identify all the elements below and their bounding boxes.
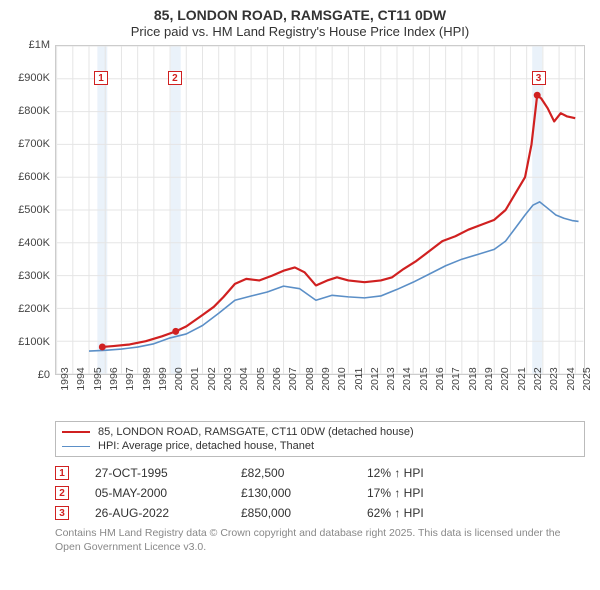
event-marker-2: 2 xyxy=(168,71,182,85)
y-axis-label: £900K xyxy=(10,72,50,84)
chart-area: £0 £100K £200K £300K £400K £500K £600K £700K £80… xyxy=(10,45,590,415)
legend-row: 85, LONDON ROAD, RAMSGATE, CT11 0DW (det… xyxy=(62,425,578,439)
x-axis-label: 2007 xyxy=(287,368,299,391)
x-axis-label: 2004 xyxy=(238,368,250,391)
event-pct: 62% ↑ HPI xyxy=(367,506,487,520)
chart-title: 85, LONDON ROAD, RAMSGATE, CT11 0DW xyxy=(10,6,590,24)
y-axis-label: £1M xyxy=(10,39,50,51)
x-axis-label: 2001 xyxy=(189,368,201,391)
legend-swatch xyxy=(62,431,90,433)
x-axis-label: 2017 xyxy=(450,368,462,391)
x-axis-label: 1999 xyxy=(157,368,169,391)
y-axis-label: £400K xyxy=(10,237,50,249)
y-axis-label: £200K xyxy=(10,303,50,315)
event-marker: 3 xyxy=(55,506,69,520)
event-marker: 1 xyxy=(55,466,69,480)
x-axis-label: 2016 xyxy=(434,368,446,391)
event-row: 3 26-AUG-2022 £850,000 62% ↑ HPI xyxy=(55,503,585,523)
legend-label: HPI: Average price, detached house, Than… xyxy=(98,440,314,452)
event-price: £82,500 xyxy=(241,466,341,480)
event-row: 1 27-OCT-1995 £82,500 12% ↑ HPI xyxy=(55,463,585,483)
x-axis-label: 2025 xyxy=(581,368,593,391)
x-axis-label: 2002 xyxy=(206,368,218,391)
legend-swatch xyxy=(62,446,90,447)
y-axis-label: £100K xyxy=(10,336,50,348)
chart-subtitle: Price paid vs. HM Land Registry's House … xyxy=(10,24,590,39)
event-price: £130,000 xyxy=(241,486,341,500)
x-axis-label: 2003 xyxy=(222,368,234,391)
x-axis-label: 2022 xyxy=(532,368,544,391)
x-axis-label: 2018 xyxy=(467,368,479,391)
x-axis-label: 2011 xyxy=(353,368,365,391)
y-axis-label: £0 xyxy=(10,369,50,381)
event-marker-3: 3 xyxy=(532,71,546,85)
event-price: £850,000 xyxy=(241,506,341,520)
legend-label: 85, LONDON ROAD, RAMSGATE, CT11 0DW (det… xyxy=(98,426,414,438)
event-date: 27-OCT-1995 xyxy=(95,466,215,480)
y-axis-label: £700K xyxy=(10,138,50,150)
x-axis-label: 2019 xyxy=(483,368,495,391)
x-axis-label: 1993 xyxy=(59,368,71,391)
x-axis-label: 1997 xyxy=(124,368,136,391)
x-axis-label: 1994 xyxy=(75,368,87,391)
legend-row: HPI: Average price, detached house, Than… xyxy=(62,439,578,453)
y-axis-label: £800K xyxy=(10,105,50,117)
x-axis-label: 2015 xyxy=(418,368,430,391)
event-marker-1: 1 xyxy=(94,71,108,85)
y-axis-label: £500K xyxy=(10,204,50,216)
x-axis-label: 1996 xyxy=(108,368,120,391)
y-axis-label: £600K xyxy=(10,171,50,183)
chart-plot xyxy=(55,45,585,375)
event-row: 2 05-MAY-2000 £130,000 17% ↑ HPI xyxy=(55,483,585,503)
x-axis-label: 2024 xyxy=(565,368,577,391)
x-axis-label: 2000 xyxy=(173,368,185,391)
x-axis-label: 2013 xyxy=(385,368,397,391)
x-axis-label: 2012 xyxy=(369,368,381,391)
x-axis-label: 2021 xyxy=(516,368,528,391)
x-axis-label: 2009 xyxy=(320,368,332,391)
event-date: 26-AUG-2022 xyxy=(95,506,215,520)
y-axis-label: £300K xyxy=(10,270,50,282)
event-pct: 12% ↑ HPI xyxy=(367,466,487,480)
x-axis-label: 2008 xyxy=(304,368,316,391)
event-date: 05-MAY-2000 xyxy=(95,486,215,500)
event-table: 1 27-OCT-1995 £82,500 12% ↑ HPI 2 05-MAY-2000… xyxy=(55,463,585,523)
legend: 85, LONDON ROAD, RAMSGATE, CT11 0DW (det… xyxy=(55,421,585,457)
x-axis-label: 2006 xyxy=(271,368,283,391)
x-axis-label: 2010 xyxy=(336,368,348,391)
x-axis-label: 2005 xyxy=(255,368,267,391)
event-pct: 17% ↑ HPI xyxy=(367,486,487,500)
footnote: Contains HM Land Registry data © Crown c… xyxy=(55,527,585,554)
x-axis-label: 1995 xyxy=(92,368,104,391)
x-axis-label: 1998 xyxy=(141,368,153,391)
event-marker: 2 xyxy=(55,486,69,500)
x-axis-label: 2020 xyxy=(499,368,511,391)
x-axis-label: 2014 xyxy=(401,368,413,391)
x-axis-label: 2023 xyxy=(548,368,560,391)
